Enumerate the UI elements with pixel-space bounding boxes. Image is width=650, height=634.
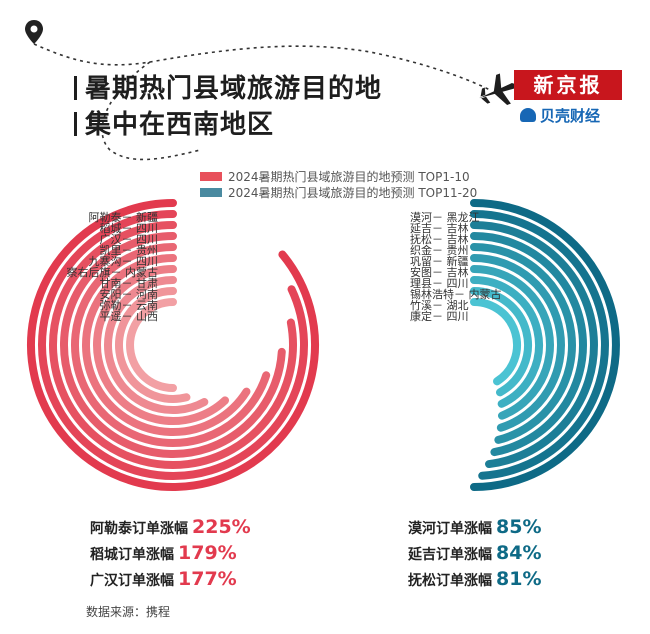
top1-10-arc-8	[104, 276, 209, 414]
top11-20-arc-8	[470, 276, 543, 408]
top11-20-arc-3	[470, 221, 598, 469]
top1-10-arc-3	[49, 221, 297, 469]
stat-3: 广汉订单涨幅 177%	[90, 568, 237, 590]
data-source: 数据来源：携程	[86, 605, 171, 619]
top11-20-arc-1	[470, 199, 620, 491]
top1-10-label-9: 弥勒－ 云南	[99, 299, 159, 312]
stat-3-label: 广汉订单涨幅	[90, 573, 174, 589]
top1-10-arc-7	[93, 265, 230, 425]
stat-4-value: 85%	[496, 516, 542, 538]
top11-20-arc-4	[470, 232, 587, 457]
brand-sub: 贝壳财经	[520, 105, 600, 126]
legend-item-2: 2024暑期热门县域旅游目的地预测 TOP11-20	[200, 184, 477, 201]
top11-20-label-1: 漠河－ 黑龙江	[410, 211, 480, 224]
top1-10-arc-4	[59, 232, 286, 458]
top11-20-label-3: 抚松－ 吉林	[410, 233, 469, 246]
legend-swatch-blue	[200, 188, 222, 197]
top1-10-label-4: 凯里－ 贵州	[99, 244, 159, 257]
top1-10-radial-bars	[27, 199, 319, 491]
top11-20-label-10: 康定－ 四川	[410, 310, 469, 323]
legend-item-1: 2024暑期热门县域旅游目的地预测 TOP1-10	[200, 168, 470, 185]
stat-2-value: 179%	[178, 542, 237, 564]
top11-20-arc-2	[470, 210, 609, 480]
title-text-2: 集中在西南地区	[85, 110, 275, 140]
legend-label-1: 2024暑期热门县域旅游目的地预测 TOP1-10	[228, 170, 470, 184]
top11-20-label-9: 竹溪－ 湖北	[410, 299, 469, 312]
stat-4-label: 漠河订单涨幅	[408, 521, 492, 537]
brand-sub-text: 贝壳财经	[540, 107, 601, 125]
title-line-2: 集中在西南地区	[74, 104, 274, 141]
top1-10-label-1: 阿勒泰－ 新疆	[88, 211, 159, 224]
top1-10-arc-6	[82, 254, 251, 436]
stat-2-label: 稻城订单涨幅	[90, 547, 174, 563]
map-pin-icon	[25, 20, 43, 44]
top1-10-arc-2	[38, 210, 308, 480]
top1-10-label-8: 安阳－ 河南	[99, 288, 159, 301]
top1-10-label-6: 察右后旗－ 内蒙古	[66, 266, 159, 279]
stat-1: 阿勒泰订单涨幅 225%	[90, 516, 251, 538]
top11-20-arc-9	[470, 287, 532, 397]
top11-20-arc-7	[470, 265, 554, 420]
top11-20-arc-6	[470, 254, 565, 432]
top11-20-arc-5	[470, 243, 576, 444]
stat-4: 漠河订单涨幅 85%	[408, 516, 541, 538]
flight-path	[33, 43, 491, 161]
top11-20-radial-bars	[470, 199, 620, 491]
stat-3-value: 177%	[178, 568, 237, 590]
top1-10-label-7: 甘南－ 甘肃	[99, 277, 159, 290]
top1-10-label-2: 稻城－ 四川	[99, 222, 159, 235]
title-bar-2	[74, 112, 77, 136]
top1-10-label-10: 平遥－ 山西	[99, 310, 159, 323]
legend-swatch-red	[200, 172, 222, 181]
stat-5-value: 84%	[496, 542, 542, 564]
top11-20-label-7: 理县－ 四川	[410, 277, 469, 290]
stat-2: 稻城订单涨幅 179%	[90, 542, 237, 564]
stat-1-label: 阿勒泰订单涨幅	[90, 521, 188, 537]
title-text-1: 暑期热门县域旅游目的地	[85, 74, 383, 104]
shell-icon	[520, 108, 536, 122]
top11-20-arc-10	[470, 298, 521, 386]
stat-1-value: 225%	[192, 516, 251, 538]
title-line-1: 暑期热门县域旅游目的地	[74, 68, 382, 105]
top1-10-label-5: 九寨沟－ 四川	[88, 255, 159, 268]
top11-20-label-2: 延吉－ 吉林	[410, 222, 469, 235]
top1-10-arc-5	[70, 243, 271, 447]
top1-10-arc-10	[126, 298, 177, 392]
stat-5-label: 延吉订单涨幅	[408, 547, 492, 563]
top11-20-label-4: 织金－ 贵州	[410, 244, 469, 257]
brand-logo: 新京报	[514, 70, 622, 100]
title-bar-1	[74, 76, 77, 100]
top11-20-label-6: 安图－ 吉林	[410, 266, 469, 279]
stat-6-value: 81%	[496, 568, 542, 590]
airplane-icon	[479, 73, 517, 105]
stat-6: 抚松订单涨幅 81%	[408, 568, 541, 590]
top11-20-label-5: 巩留－ 新疆	[410, 255, 469, 268]
top1-10-arc-1	[27, 199, 319, 491]
stat-5: 延吉订单涨幅 84%	[408, 542, 541, 564]
stat-6-label: 抚松订单涨幅	[408, 573, 492, 589]
top1-10-label-3: 广汉－ 四川	[99, 233, 159, 246]
top11-20-label-8: 锡林浩特－ 内蒙古	[410, 288, 502, 301]
top1-10-arc-9	[114, 287, 191, 403]
legend-label-2: 2024暑期热门县域旅游目的地预测 TOP11-20	[228, 186, 478, 200]
